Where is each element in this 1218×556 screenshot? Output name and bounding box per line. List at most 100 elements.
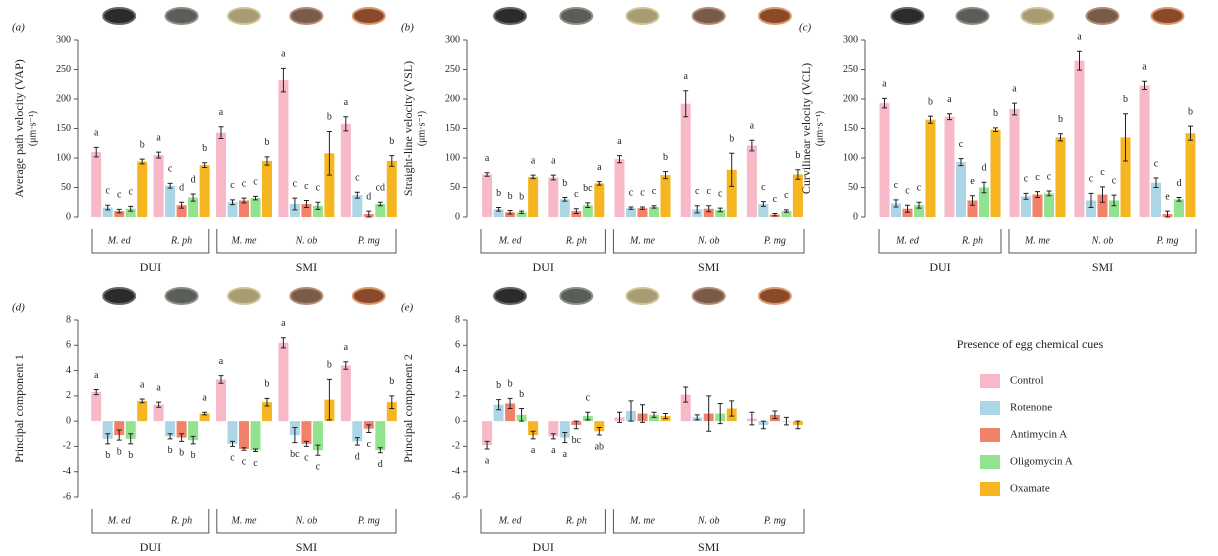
shell-icon — [103, 288, 135, 304]
significance-letter: bc — [583, 183, 593, 194]
significance-letter: a — [219, 107, 224, 118]
group-label: SMI — [1092, 260, 1113, 274]
significance-letter: c — [242, 457, 247, 468]
y-tick-label: 200 — [843, 93, 858, 104]
y-tick-label: 300 — [56, 34, 71, 45]
y-tick-label: 100 — [56, 152, 71, 163]
significance-letter: bc — [290, 449, 300, 460]
shell-icon — [353, 288, 385, 304]
group-label: DUI — [929, 260, 950, 274]
shell-icon — [290, 8, 322, 24]
significance-letter: a — [617, 136, 622, 147]
x-tick-label: R. ph — [170, 235, 192, 246]
group-label: SMI — [296, 260, 317, 274]
group-label: SMI — [296, 540, 317, 554]
significance-letter: d — [191, 174, 196, 185]
shell-icon — [166, 8, 198, 24]
bar — [1174, 199, 1184, 217]
significance-letter: c — [304, 181, 309, 192]
y-axis-label: Average path velocity (VAP) — [12, 59, 26, 198]
significance-letter: b — [519, 191, 524, 202]
x-tick-label: M. ed — [107, 235, 132, 246]
significance-letter: a — [882, 79, 887, 90]
legend-label: Antimycin A — [1010, 429, 1067, 441]
shell-icon — [353, 8, 385, 24]
significance-letter: d — [366, 191, 371, 202]
significance-letter: c — [355, 173, 360, 184]
significance-letter: c — [293, 178, 298, 189]
significance-letter: c — [105, 185, 110, 196]
significance-letter: b — [1058, 114, 1063, 125]
x-tick-label: P. mg — [357, 515, 380, 526]
significance-letter: c — [706, 186, 711, 197]
bar — [548, 177, 558, 217]
y-tick-label: -2 — [63, 441, 71, 452]
significance-letter: c — [695, 186, 700, 197]
y-tick-label: 150 — [445, 123, 460, 134]
significance-letter: b — [202, 143, 207, 154]
y-tick-label: -4 — [63, 466, 71, 477]
significance-letter: a — [1142, 62, 1147, 73]
shell-icon — [560, 288, 592, 304]
significance-letter: c — [230, 453, 235, 464]
y-tick-label: -4 — [452, 466, 460, 477]
x-tick-label: P. mg — [763, 515, 786, 526]
significance-letter: c — [242, 178, 247, 189]
legend-label: Oligomycin A — [1010, 456, 1073, 468]
y-tick-label: 2 — [66, 390, 71, 401]
bar — [528, 177, 538, 217]
y-tick-label: 200 — [445, 93, 460, 104]
x-tick-label: M. ed — [107, 515, 132, 526]
significance-letter: c — [1024, 174, 1029, 185]
bar — [560, 199, 570, 217]
panel-label: (e) — [401, 302, 414, 314]
y-tick-label: 50 — [450, 182, 460, 193]
shell-icon — [103, 8, 135, 24]
group-label: DUI — [140, 260, 161, 274]
significance-letter: b — [265, 137, 270, 148]
group-label: DUI — [533, 540, 554, 554]
significance-letter: a — [344, 97, 349, 108]
bar — [375, 421, 385, 450]
y-axis-label: Straight-line velocity (VSL) — [401, 61, 415, 196]
y-tick-label: 250 — [56, 64, 71, 75]
legend-swatch — [980, 401, 1000, 415]
significance-letter: b — [508, 191, 513, 202]
significance-letter: b — [327, 360, 332, 371]
bar — [216, 379, 226, 421]
y-axis-unit: (μm·s⁻¹) — [814, 111, 825, 146]
shell-icon — [494, 8, 526, 24]
y-tick-label: 50 — [848, 182, 858, 193]
significance-letter: a — [597, 162, 602, 173]
significance-letter: b — [1123, 94, 1128, 105]
significance-letter: b — [168, 445, 173, 456]
significance-letter: b — [1188, 106, 1193, 117]
bar — [1075, 61, 1085, 217]
significance-letter: a — [94, 128, 99, 139]
significance-letter: a — [94, 370, 99, 381]
shell-icon — [693, 288, 725, 304]
bar — [681, 104, 691, 217]
significance-letter: b — [179, 448, 184, 459]
y-axis-unit: (μm·s⁻¹) — [27, 111, 38, 146]
legend-swatch — [980, 428, 1000, 442]
significance-letter: c — [304, 453, 309, 464]
x-tick-label: N. ob — [1091, 235, 1114, 246]
significance-letter: a — [1012, 83, 1017, 94]
significance-letter: a — [531, 155, 536, 166]
bar — [482, 175, 492, 217]
significance-letter: b — [191, 450, 196, 461]
significance-letter: a — [156, 382, 161, 393]
bar — [387, 161, 397, 217]
y-tick-label: 250 — [843, 64, 858, 75]
x-tick-label: N. ob — [295, 515, 318, 526]
y-tick-label: 300 — [843, 34, 858, 45]
significance-letter: a — [683, 71, 688, 82]
panel-label: (c) — [799, 22, 812, 34]
shell-icon — [892, 8, 924, 24]
legend-label: Oxamate — [1010, 483, 1050, 495]
x-tick-label: P. mg — [1155, 235, 1178, 246]
significance-letter: b — [389, 376, 394, 387]
bar — [91, 392, 101, 421]
significance-letter: c — [1112, 175, 1117, 186]
